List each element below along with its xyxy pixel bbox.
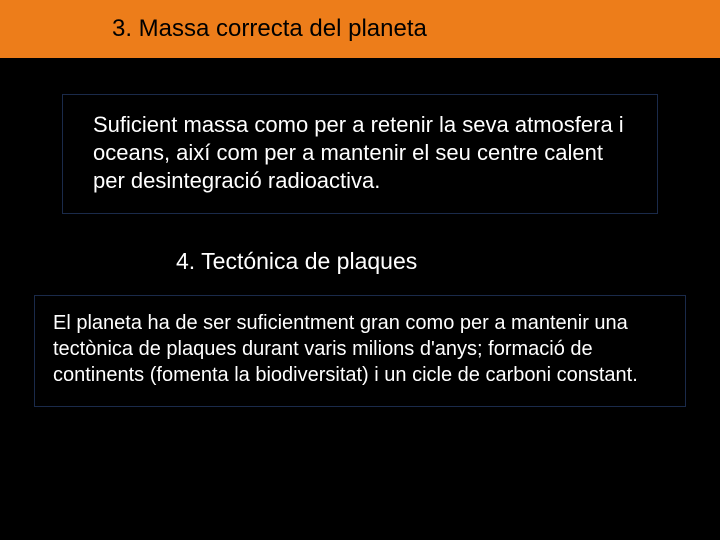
section-1-box: Suficient massa como per a retenir la se…	[62, 94, 658, 214]
section-1-text: Suficient massa como per a retenir la se…	[93, 111, 635, 195]
section-2-box: El planeta ha de ser suficientment gran …	[34, 295, 686, 407]
section-2-text: El planeta ha de ser suficientment gran …	[53, 310, 667, 388]
header-title: 3. Massa correcta del planeta	[112, 15, 427, 43]
header-bar: 3. Massa correcta del planeta	[0, 0, 720, 58]
subheading: 4. Tectónica de plaques	[176, 248, 720, 275]
